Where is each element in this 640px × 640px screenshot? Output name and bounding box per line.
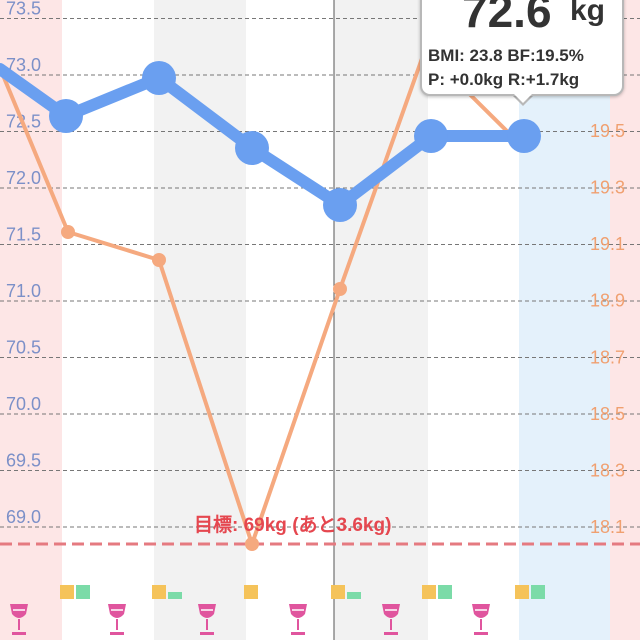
- wine-glass-icon-3: [289, 604, 307, 635]
- bodyfat-point-0: [61, 225, 75, 239]
- left-axis-tick-6: 70.5: [6, 338, 41, 358]
- bodyfat-point-3: [333, 282, 347, 296]
- right-axis-tick-2: 19.1: [590, 234, 625, 254]
- tooltip-unit: kg: [570, 0, 606, 27]
- right-axis-tick-6: 18.3: [590, 460, 625, 480]
- left-axis-tick-0: 73.5: [6, 0, 41, 19]
- marker-green-1: [168, 592, 182, 599]
- left-axis-tick-7: 70.0: [6, 394, 41, 414]
- day-band-4: [334, 0, 428, 640]
- weight-point-0: [49, 99, 83, 133]
- marker-yellow-2: [244, 585, 258, 599]
- bodyfat-point-1: [152, 253, 166, 267]
- day-band-5: [428, 0, 519, 640]
- right-axis-tick-0: 19.5: [590, 121, 625, 141]
- wine-glass-icon-0: [10, 604, 28, 635]
- left-axis-tick-5: 71.0: [6, 281, 41, 301]
- left-axis-tick-8: 69.5: [6, 451, 41, 471]
- weight-point-5: [507, 119, 541, 153]
- tooltip-weight: 72.6: [462, 0, 552, 37]
- right-axis-tick-7: 18.1: [590, 517, 625, 537]
- marker-yellow-1: [152, 585, 166, 599]
- marker-green-5: [531, 585, 545, 599]
- left-axis-tick-9: 69.0: [6, 507, 41, 527]
- weight-point-2: [235, 131, 269, 165]
- marker-yellow-5: [515, 585, 529, 599]
- wine-glass-icon-5: [472, 604, 490, 635]
- right-axis-tick-1: 19.3: [590, 178, 625, 198]
- goal-label: 目標: 69kg (あと3.6kg): [194, 515, 392, 536]
- wine-glass-icon-4: [382, 604, 400, 635]
- day-band-6: [519, 0, 610, 640]
- weight-tooltip[interactable]: 72.6 kg BMI: 23.8 BF:19.5% P: +0.0kg R:+…: [420, 0, 624, 96]
- weight-point-3: [323, 188, 357, 222]
- marker-green-4: [438, 585, 452, 599]
- marker-yellow-0: [60, 585, 74, 599]
- tooltip-arrow-inner: [513, 93, 533, 103]
- marker-yellow-3: [331, 585, 345, 599]
- left-axis-tick-3: 72.0: [6, 168, 41, 188]
- wine-glass-icon-2: [198, 604, 216, 635]
- marker-yellow-4: [422, 585, 436, 599]
- left-axis-tick-4: 71.5: [6, 225, 41, 245]
- bodyfat-point-2: [245, 537, 259, 551]
- weight-point-1: [142, 61, 176, 95]
- day-band-7: [610, 0, 640, 640]
- weight-point-4: [414, 119, 448, 153]
- marker-green-0: [76, 585, 90, 599]
- left-axis-tick-1: 73.0: [6, 55, 41, 75]
- day-band-3: [246, 0, 334, 640]
- wine-glass-icon-1: [108, 604, 126, 635]
- marker-green-3: [347, 592, 361, 599]
- right-axis-tick-4: 18.7: [590, 347, 625, 367]
- tooltip-bmi-bf: BMI: 23.8 BF:19.5%: [428, 46, 584, 65]
- right-axis-tick-3: 18.9: [590, 291, 625, 311]
- tooltip-p-r: P: +0.0kg R:+1.7kg: [428, 70, 580, 89]
- right-axis-tick-5: 18.5: [590, 404, 625, 424]
